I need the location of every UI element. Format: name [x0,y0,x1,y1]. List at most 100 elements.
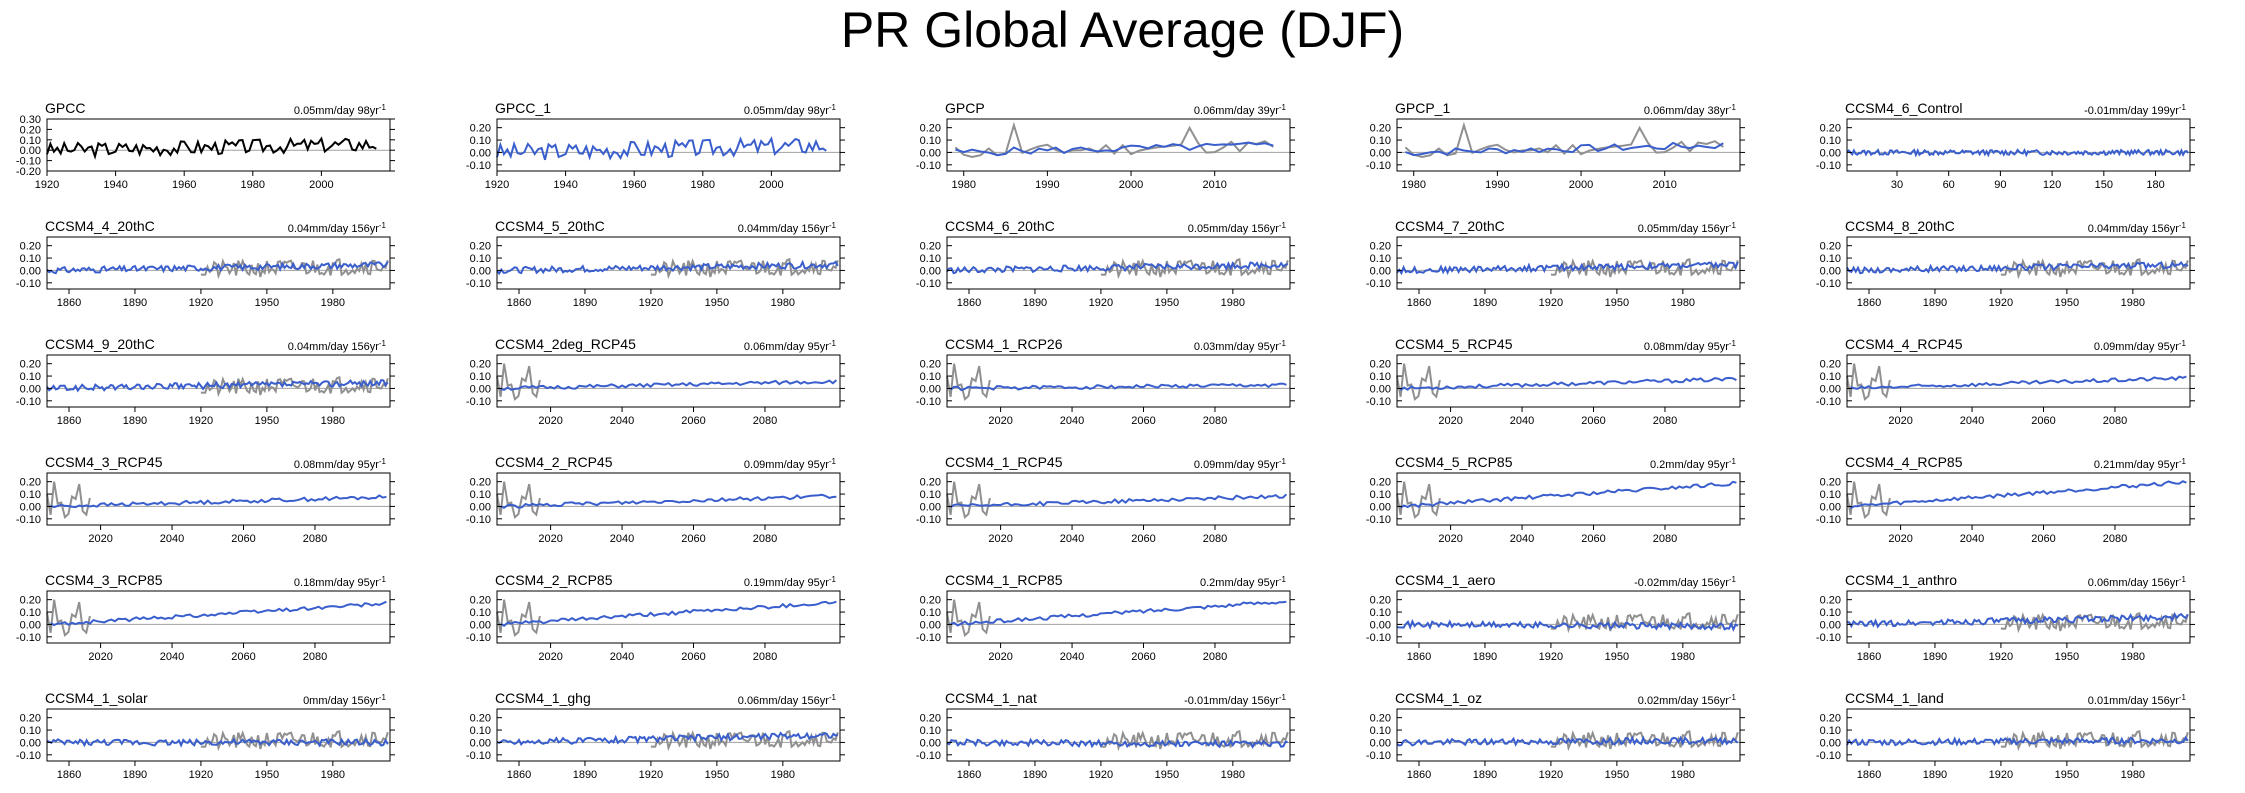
x-tick-label: 1950 [255,769,279,781]
x-tick-label: 1980 [2121,651,2145,663]
x-tick-label: 1920 [1989,769,2013,781]
panel-ccsm4-5-20thc: CCSM4_5_20thC 0.04mm/day 156yr-1 0.200.100… [466,218,845,309]
trend-label: 0.06mm/day 39yr-1 [1194,103,1287,117]
plot-frame [46,354,391,408]
x-tick-label: 2020 [1888,533,1912,545]
plot-frame [1396,472,1741,526]
trend-label: 0.21mm/day 95yr-1 [2094,457,2187,471]
x-tick-label: 2020 [988,533,1012,545]
series-model-line [1405,141,1724,157]
y-tick-label: 0.00 [20,619,41,631]
plot-frame [946,472,1291,526]
plot-frame [946,590,1291,644]
panel-title: CCSM4_1_aero [1395,572,1496,588]
trend-label: 0.05mm/day 98yr-1 [294,103,387,117]
x-tick-label: 2040 [1510,533,1534,545]
x-tick-label: 1860 [57,297,81,309]
series-model-line [50,494,387,509]
x-tick-label: 1860 [1407,769,1431,781]
plot-frame [946,118,1291,172]
x-tick-label: 2020 [88,533,112,545]
trend-label: 0.06mm/day 156yr-1 [2088,575,2187,589]
y-tick-label: 0.20 [1820,477,1841,489]
x-tick-label: 1980 [2121,769,2145,781]
y-tick-label: 0.00 [470,501,491,513]
x-tick-label: 1950 [255,297,279,309]
x-tick-label: 2010 [1202,179,1226,191]
y-tick-label: 0.10 [470,135,491,147]
series-observed-line [200,729,389,752]
y-tick-label: -0.10 [916,632,941,644]
y-tick-label: 0.00 [1370,147,1391,159]
x-tick-label: 2000 [309,179,333,191]
y-tick-label: -0.10 [1366,632,1391,644]
x-tick-label: 1980 [1221,297,1245,309]
plot-frame [1846,354,2191,408]
x-tick-label: 1860 [57,415,81,427]
trend-label: 0.04mm/day 156yr-1 [2088,221,2187,235]
plot-frame [1396,236,1741,290]
series-model-line [946,261,1289,275]
y-tick-label: 0.20 [1370,595,1391,607]
x-tick-label: 1890 [123,297,147,309]
x-tick-label: 2020 [1888,415,1912,427]
y-tick-label: -0.10 [16,156,41,168]
x-tick-label: 1920 [1539,297,1563,309]
series-observed-line [496,481,541,520]
y-tick-label: 0.00 [1820,147,1841,159]
y-tick-label: 0.00 [470,383,491,395]
panel-title: CCSM4_1_oz [1395,690,1482,706]
plot-frame [1396,708,1741,762]
x-tick-label: 2060 [1131,415,1155,427]
y-tick-label: 0.30 [20,114,41,126]
series-observed-line [46,481,91,520]
panel-ccsm4-9-20thc: CCSM4_9_20thC 0.04mm/day 156yr-1 0.200.100… [16,336,395,427]
series-observed-line [954,121,1274,159]
x-tick-label: 2010 [1652,179,1676,191]
trend-label: 0.09mm/day 95yr-1 [1194,457,1287,471]
y-tick-label: -0.10 [916,396,941,408]
y-tick-label: 0.00 [470,147,491,159]
x-tick-label: 1860 [507,769,531,781]
plot-frame [496,118,841,172]
trend-label: -0.02mm/day 156yr-1 [1634,575,1736,589]
plot-frame [496,472,841,526]
trend-label: 0.08mm/day 95yr-1 [1644,339,1737,353]
series-model-line [46,378,389,393]
panel-title: CCSM4_5_RCP45 [1395,336,1513,352]
x-tick-label: 1890 [1023,297,1047,309]
series-model-line [1400,480,1737,509]
series-model-line [1396,260,1739,276]
x-tick-label: 2020 [1438,415,1462,427]
x-tick-label: 1920 [1989,297,2013,309]
x-tick-label: 2080 [1203,651,1227,663]
x-tick-label: 2040 [1960,533,1984,545]
panel-title: CCSM4_3_RCP85 [45,572,163,588]
series-model-line [955,141,1274,157]
y-tick-label: 0.20 [20,241,41,253]
plot-frame [496,354,841,408]
panel-title: CCSM4_1_RCP45 [945,454,1063,470]
y-tick-label: -0.10 [1366,396,1391,408]
trend-label: -0.01mm/day 199yr-1 [2084,103,2186,117]
panel-ccsm4-1-anthro: CCSM4_1_anthro 0.06mm/day 156yr-1 0.200.10… [1816,572,2195,663]
plot-frame [496,236,841,290]
y-tick-label: 0.10 [20,253,41,265]
x-tick-label: 1860 [1407,651,1431,663]
y-tick-label: 0.10 [920,725,941,737]
plot-frame [1846,236,2191,290]
panel-title: CCSM4_5_RCP85 [1395,454,1513,470]
x-tick-label: 2080 [1203,415,1227,427]
series-model-line [500,600,837,628]
y-tick-label: 0.20 [470,123,491,135]
panel-title: CCSM4_6_Control [1845,100,1963,116]
y-tick-label: 0.00 [1370,265,1391,277]
panel-title: CCSM4_1_solar [45,690,148,706]
y-tick-label: -0.10 [466,750,491,762]
panel-ccsm4-1-nat: CCSM4_1_nat -0.01mm/day 156yr-1 0.200.100.… [916,690,1295,781]
panel-title: CCSM4_7_20thC [1395,218,1505,234]
y-tick-label: -0.10 [16,278,41,290]
x-tick-label: 1920 [189,769,213,781]
y-tick-label: 0.20 [470,241,491,253]
panel-ccsm4-6-control: CCSM4_6_Control -0.01mm/day 199yr-10.200.… [1816,100,2195,191]
